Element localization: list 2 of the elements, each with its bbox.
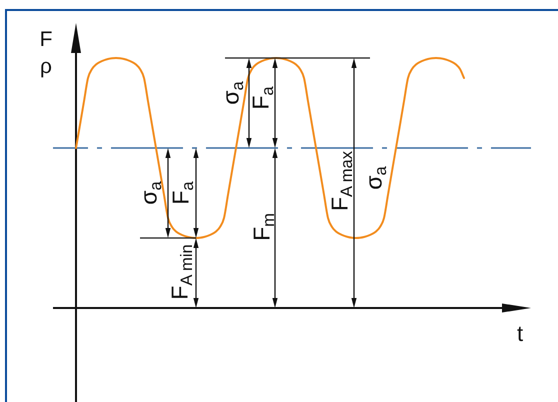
x-axis-title: t [516,321,524,346]
y-axis-title: F ρ [40,27,52,80]
